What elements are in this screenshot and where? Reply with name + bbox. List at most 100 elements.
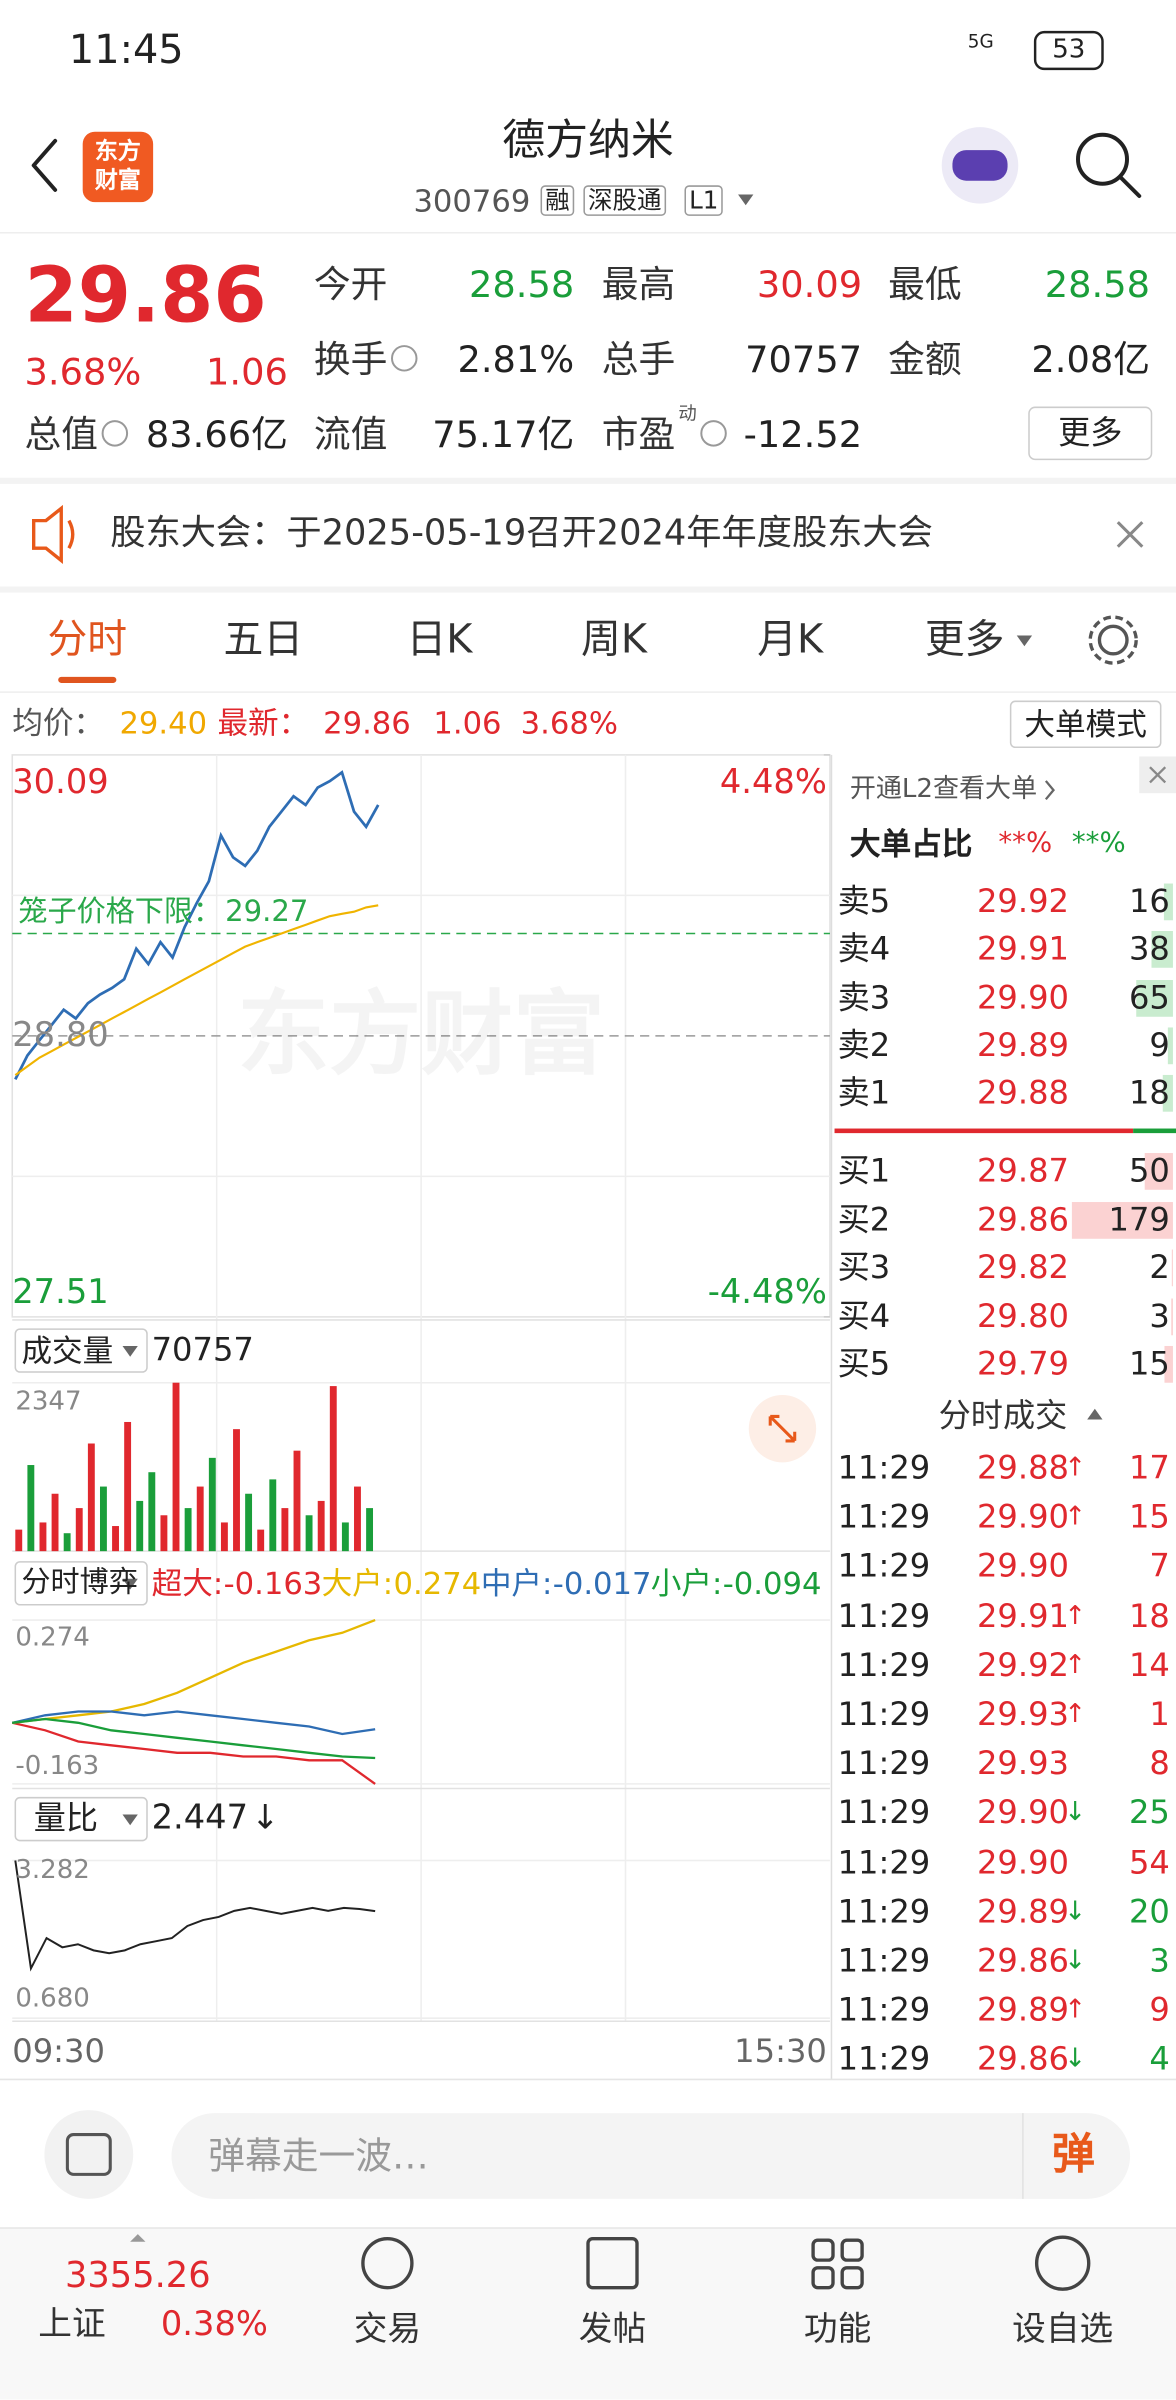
divider-up [834,1128,1134,1134]
volume-bar [1171,1249,1173,1287]
trade-time: 11:29 [837,1646,931,1684]
trade-volume: 1 [1149,1695,1170,1733]
settings-icon[interactable] [1097,624,1129,656]
level-price: 29.79 [976,1345,1070,1382]
field-value: 75.17亿 [432,413,575,457]
chart-label[interactable]: 量比 [33,1799,98,1837]
battery [1033,30,1104,71]
trade-price: 29.88 [976,1449,1070,1487]
flow-line [12,1717,376,1760]
change: 1.06 [433,704,502,742]
ratio: **% [998,826,1053,860]
danmaku-input[interactable] [171,2113,1131,2199]
tab[interactable]: 日K [406,617,473,664]
level-price: 29.87 [976,1152,1070,1190]
volume-bar [293,1450,301,1552]
y2-tick-label: 4.48% [719,764,827,803]
level-price: 29.80 [976,1297,1070,1335]
trade-price: 29.90 [976,1843,1070,1881]
volume-total: 70757 [151,1331,254,1369]
func-icon [811,2266,835,2290]
search-icon[interactable] [1076,132,1129,186]
trade-arrow: ↑ [1064,1698,1087,1730]
func-icon [840,2266,864,2290]
y-tick-label: 2347 [15,1386,82,1418]
change-pct: 3.68% [520,704,618,742]
trade-price: 29.93 [976,1745,1070,1782]
dropdown-triangle [1087,1408,1103,1420]
trade-price: 29.89 [976,1991,1070,2029]
danmaku-icon [65,2133,112,2176]
level-label: 卖3 [837,979,891,1016]
danmaku-button[interactable]: 弹 [1051,2128,1095,2179]
danmaku-settings[interactable] [44,2110,134,2199]
volume-bar [1171,1298,1173,1336]
more-button[interactable] [1028,406,1153,461]
trade-volume: 20 [1128,1893,1170,1930]
chevron [1044,780,1055,801]
volume-bar [87,1443,95,1552]
nav-item[interactable]: 交易 [353,2310,422,2349]
trade-volume: 4 [1149,2040,1170,2078]
index-name: 上证 [38,2306,106,2345]
legend-value: 0.274 [393,1564,482,1602]
nav-item[interactable]: 功能 [803,2310,872,2349]
expand-arrows [768,1414,797,1443]
chart-label[interactable]: 分时博弈 [21,1565,138,1600]
volume-bar [148,1472,156,1552]
flow-line [11,1710,376,1736]
level-volume: 2 [1149,1248,1170,1286]
volume-bar [281,1508,289,1552]
volume-bar [208,1457,216,1552]
chart-label[interactable]: 成交量 [21,1332,114,1369]
info-icon [700,420,727,447]
level-volume: 3 [1149,1297,1170,1335]
level-label: 卖1 [837,1074,891,1111]
flow-line [11,1721,376,1785]
field-value: 28.58 [1044,263,1150,307]
trade-price: 29.91 [976,1597,1070,1634]
trade-arrow: ↓ [1064,2044,1087,2075]
search-handle [1118,175,1142,198]
volume-bar [112,1526,119,1552]
change: 1.06 [206,350,288,394]
tab[interactable]: 五日 [223,617,304,664]
mode-button[interactable] [1009,700,1162,749]
level-volume: 179 [1108,1201,1170,1239]
separator [0,586,1176,593]
nav-item[interactable]: 发帖 [578,2310,647,2349]
level-price: 29.86 [976,1201,1070,1239]
field-value: 70757 [745,338,863,382]
trade-volume: 14 [1128,1646,1170,1684]
volume-bar [1144,1153,1173,1190]
close-icon[interactable] [1116,521,1144,548]
tab[interactable]: 月K [757,617,824,664]
trade-price: 29.90 [976,1547,1070,1585]
more-button-label[interactable]: 更多 [1058,414,1123,451]
nav-item[interactable]: 设自选 [1012,2310,1114,2349]
trade-volume: 7 [1149,1547,1170,1585]
tab[interactable]: 周K [581,617,648,664]
trade-price: 29.86 [976,2040,1070,2078]
trade-arrow: ↑ [1064,1649,1087,1681]
promo[interactable]: 开通L2查看大单 [849,774,1038,805]
trade-volume: 9 [1149,1991,1170,2029]
back-icon[interactable] [31,138,58,192]
level-price: 29.89 [976,1026,1070,1064]
stock-name: 德方纳米 [502,114,674,166]
dropdown-box [14,1561,148,1606]
ratio-current: 2.447 [151,1799,249,1838]
level-label: 买1 [837,1152,891,1190]
trade-time: 11:29 [837,1843,931,1881]
legend-name: 小户: [650,1564,723,1602]
y-tick-label: 0.274 [15,1622,90,1653]
volume-bar [1162,1074,1173,1112]
danmaku-placeholder[interactable]: 弹幕走一波… [208,2134,429,2178]
mode-button-label[interactable]: 大单模式 [1024,705,1147,743]
volume-bar [196,1486,204,1552]
y2-tick-label: -4.48% [707,1274,827,1313]
tab[interactable]: 分时 [47,617,128,664]
volume-bar [1163,883,1173,921]
field-label: 市盈 [601,413,676,457]
tab[interactable]: 更多 [924,617,1005,664]
